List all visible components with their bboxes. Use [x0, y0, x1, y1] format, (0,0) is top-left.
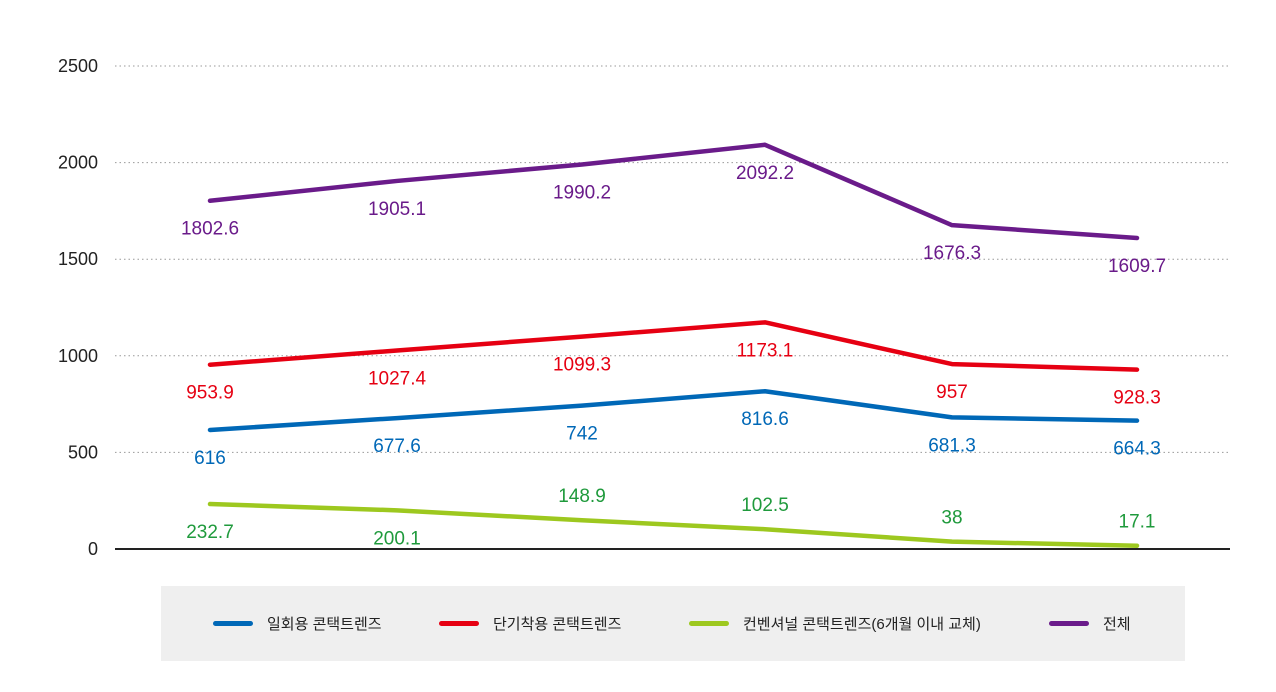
legend-swatch	[439, 621, 479, 626]
data-label: 816.6	[741, 409, 789, 430]
legend-item-disposable: 일회용 콘택트렌즈	[213, 613, 382, 634]
legend-swatch	[689, 621, 729, 626]
data-label: 742	[566, 424, 598, 445]
legend-item-short-term: 단기착용 콘택트렌즈	[439, 613, 621, 634]
y-tick-label: 2000	[58, 153, 98, 173]
legend-label: 전체	[1103, 616, 1131, 633]
y-tick-label: 500	[68, 442, 98, 462]
y-tick-label: 2500	[58, 56, 98, 76]
data-label: 148.9	[558, 486, 606, 507]
legend-label: 단기착용 콘택트렌즈	[493, 616, 622, 633]
data-label: 17.1	[1119, 512, 1156, 533]
data-label: 1905.1	[368, 199, 426, 220]
series-line	[207, 388, 1140, 433]
data-label: 1802.6	[181, 219, 239, 240]
data-label: 664.3	[1113, 439, 1161, 460]
data-label: 200.1	[373, 528, 421, 549]
legend: 일회용 콘택트렌즈 단기착용 콘택트렌즈 컨벤셔널 콘택트렌즈(6개월 이내 교…	[161, 586, 1185, 661]
legend-item-conventional: 컨벤셔널 콘택트렌즈(6개월 이내 교체)	[689, 613, 981, 634]
data-label: 677.6	[373, 436, 421, 457]
data-label: 102.5	[741, 495, 789, 516]
data-label: 2092.2	[736, 163, 794, 184]
y-tick-label: 1000	[58, 346, 98, 366]
data-label: 1173.1	[737, 340, 794, 361]
legend-label: 일회용 콘택트렌즈	[267, 616, 382, 633]
data-label: 38	[941, 508, 962, 529]
series-line	[207, 142, 1140, 241]
data-label: 681.3	[928, 435, 976, 456]
data-label: 1990.2	[553, 182, 611, 203]
data-label: 616	[194, 448, 226, 469]
legend-label: 컨벤셔널 콘택트렌즈(6개월 이내 교체)	[743, 616, 981, 633]
y-tick-label: 1500	[58, 249, 98, 269]
legend-swatch	[213, 621, 253, 626]
data-label: 1676.3	[923, 243, 981, 264]
y-tick-label: 0	[88, 539, 98, 559]
data-label: 232.7	[186, 522, 234, 543]
data-label: 957	[936, 382, 968, 403]
data-label: 1027.4	[368, 369, 427, 390]
legend-swatch	[1049, 621, 1089, 626]
legend-item-total: 전체	[1049, 613, 1131, 634]
series-line	[207, 320, 1140, 372]
series-line	[207, 501, 1140, 548]
data-label: 928.3	[1113, 388, 1161, 409]
data-label: 953.9	[186, 383, 234, 404]
data-label: 1609.7	[1108, 256, 1166, 277]
data-label: 1099.3	[553, 355, 611, 376]
